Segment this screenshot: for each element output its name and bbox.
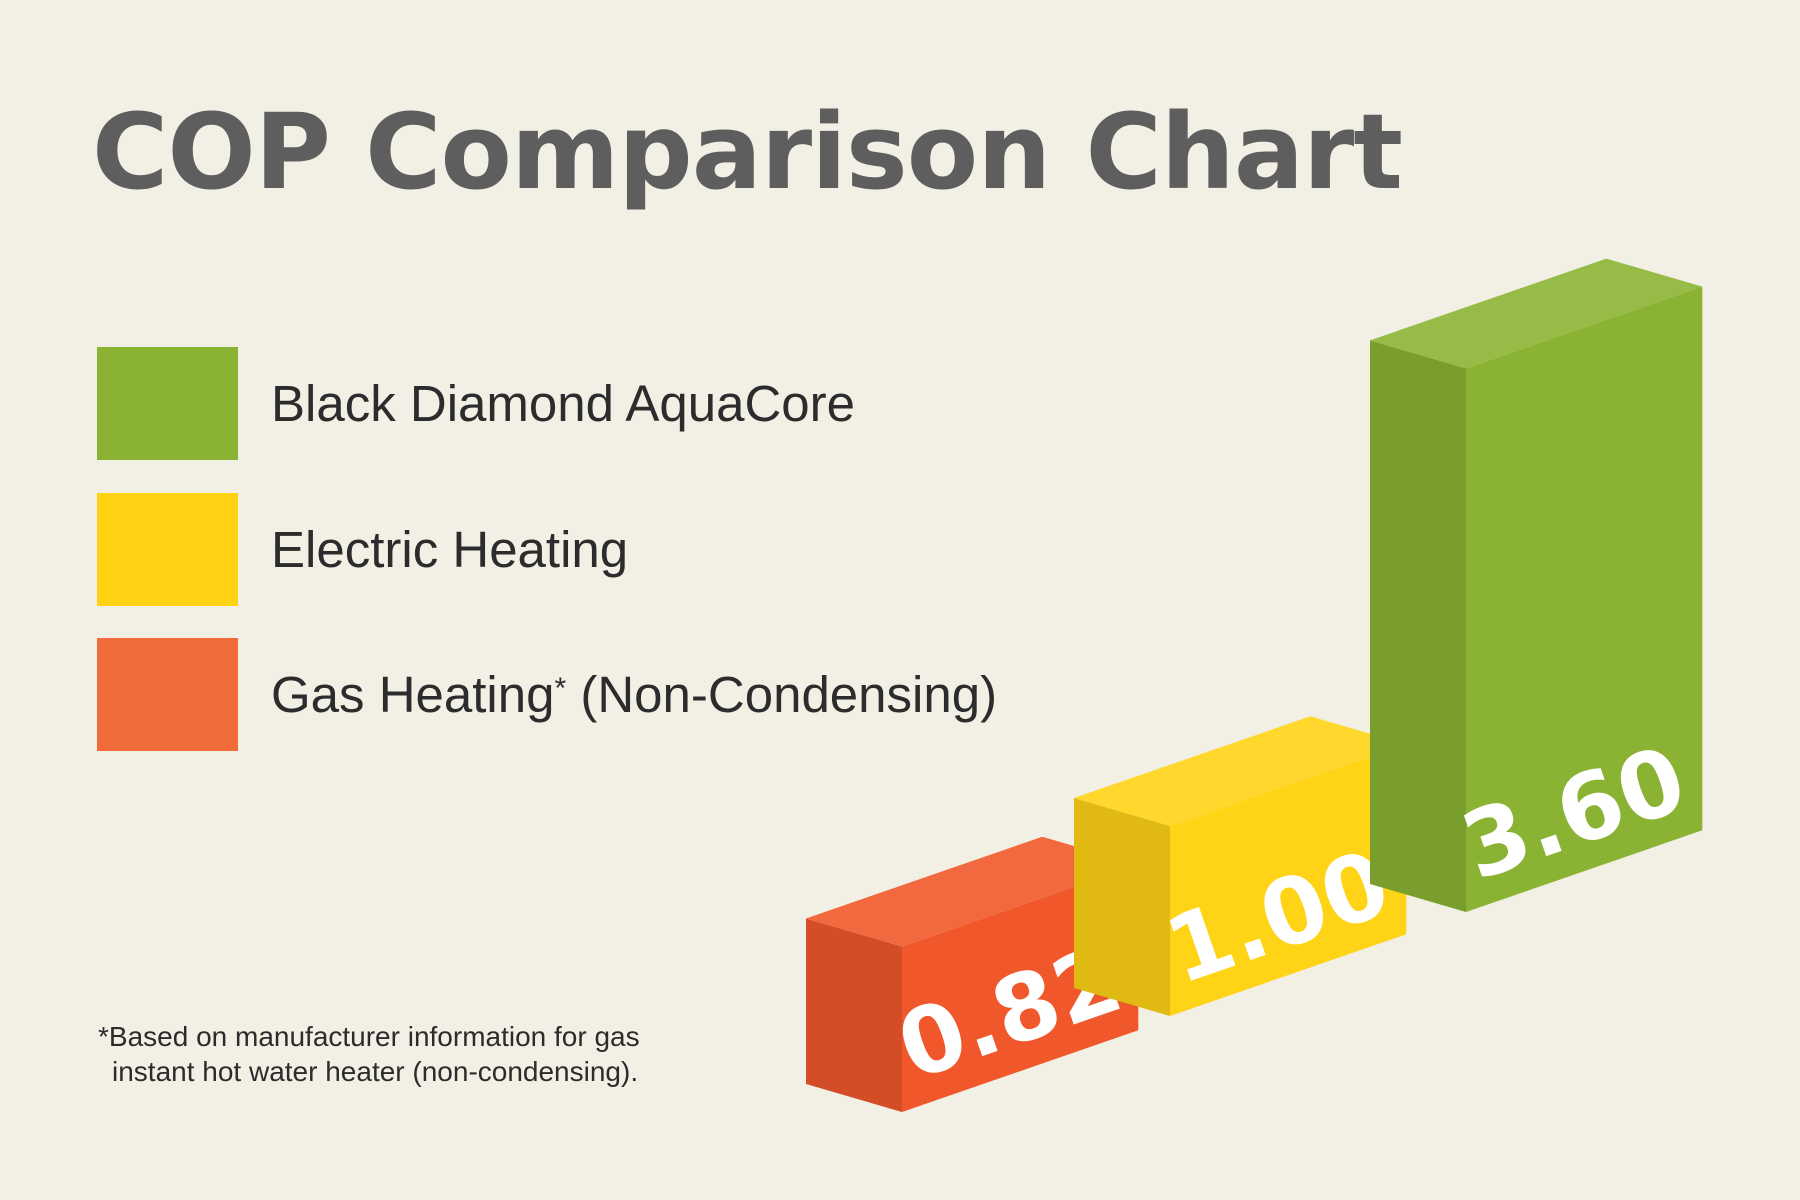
bar-side-face [806, 918, 902, 1112]
bar-0: 0.82 [806, 836, 1139, 1112]
bar-front-face [1466, 286, 1703, 913]
bar-side-face [1074, 798, 1170, 1016]
legend-swatch-orange [97, 638, 238, 751]
legend-swatch-green [97, 347, 238, 460]
legend-label-aquacore: Black Diamond AquaCore [271, 375, 855, 432]
legend-swatch-yellow [97, 493, 238, 606]
legend-label-electric: Electric Heating [271, 521, 629, 578]
footnote-line-1: *Based on manufacturer information for g… [98, 1021, 640, 1052]
footnote: *Based on manufacturer information for g… [98, 1019, 640, 1089]
legend-label-gas-text: Gas Heating [271, 666, 555, 723]
legend-label-gas-asterisk: * [554, 672, 567, 705]
legend-label-gas: Gas Heating* (Non-Condensing) [271, 664, 997, 725]
bar-top-face [1370, 258, 1703, 369]
footnote-line-2: instant hot water heater (non-condensing… [112, 1056, 639, 1087]
legend-item-aquacore: Black Diamond AquaCore [97, 347, 1097, 460]
chart-title: COP Comparison Chart [92, 91, 1403, 213]
bar-front-face [1170, 744, 1407, 1016]
legend-label-gas-qualifier: (Non-Condensing) [566, 666, 998, 723]
bar-top-face [806, 836, 1139, 947]
legend-item-electric: Electric Heating [97, 493, 1097, 606]
bar-2: 3.60 [1370, 258, 1703, 913]
bar-top-face [1074, 716, 1407, 826]
legend-item-gas: Gas Heating* (Non-Condensing) [97, 638, 1097, 751]
bar-1: 1.00 [1074, 716, 1407, 1016]
bar-side-face [1370, 340, 1466, 912]
